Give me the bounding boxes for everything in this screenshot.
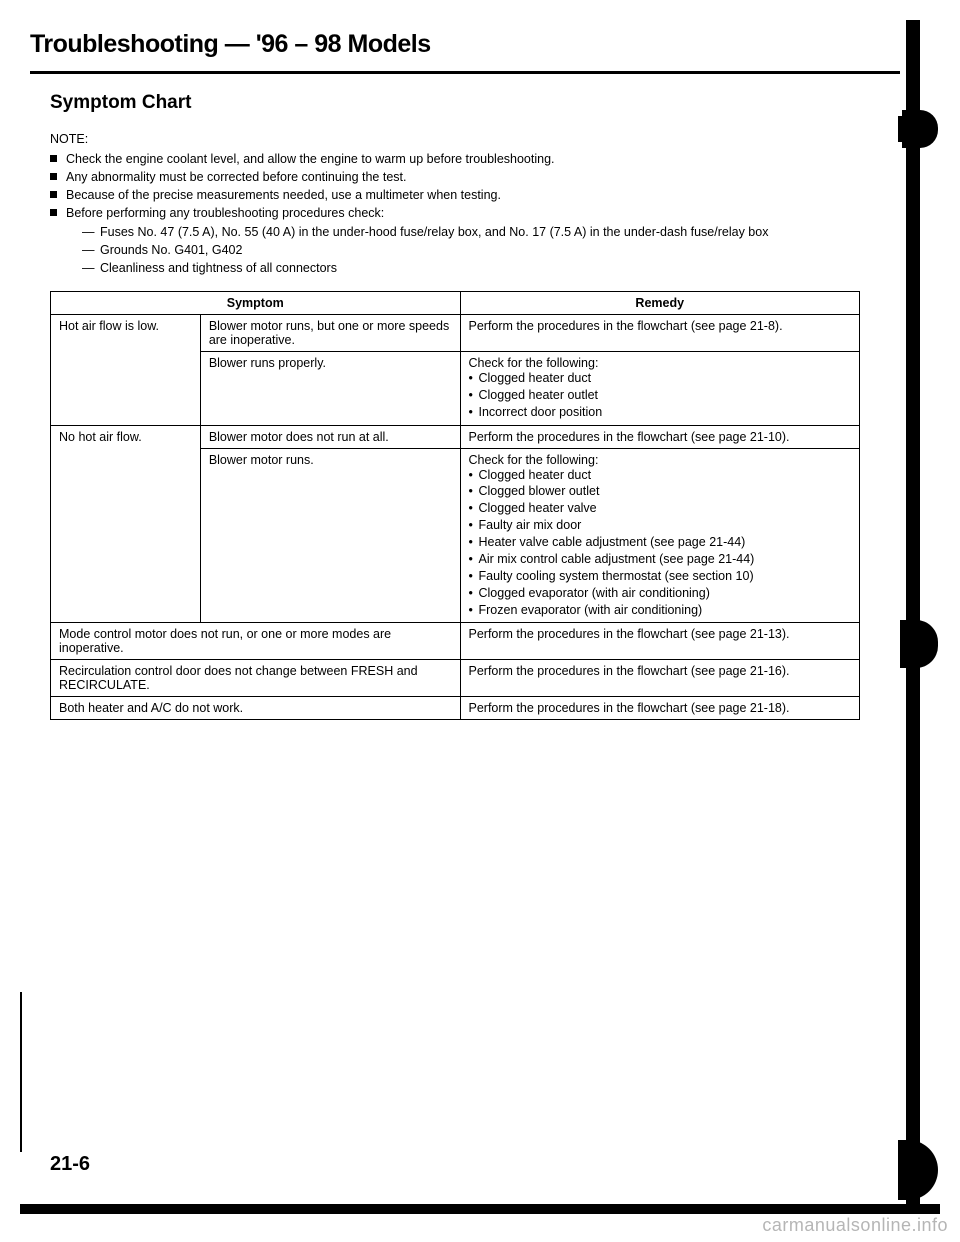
remedy-list: Clogged heater duct Clogged heater outle… (469, 370, 852, 421)
remedy-item: Faulty cooling system thermostat (see se… (469, 568, 852, 585)
symptom-table: Symptom Remedy Hot air flow is low. Blow… (50, 291, 860, 721)
cell-remedy: Perform the procedures in the flowchart … (460, 314, 860, 351)
note-bullets: Check the engine coolant level, and allo… (50, 150, 900, 277)
remedy-item: Faulty air mix door (469, 517, 852, 534)
remedy-item: Clogged heater outlet (469, 387, 852, 404)
remedy-text: Check for the following: (469, 356, 852, 370)
title-rule (30, 71, 900, 74)
cell-symptom-sub: Blower motor does not run at all. (200, 425, 460, 448)
page-number: 21-6 (50, 1153, 90, 1176)
remedy-item: Heater valve cable adjustment (see page … (469, 534, 852, 551)
remedy-item: Incorrect door position (469, 404, 852, 421)
binder-tab-icon (900, 620, 938, 668)
cell-remedy: Perform the procedures in the flowchart … (460, 425, 860, 448)
note-sub-dash-list: Fuses No. 47 (7.5 A), No. 55 (40 A) in t… (66, 223, 900, 277)
note-bullet-text: Before performing any troubleshooting pr… (66, 206, 384, 220)
binding-stub (20, 992, 24, 1152)
cell-symptom-main: No hot air flow. (51, 425, 201, 623)
cell-symptom-span: Both heater and A/C do not work. (51, 697, 461, 720)
remedy-item: Clogged evaporator (with air conditionin… (469, 585, 852, 602)
table-row: Both heater and A/C do not work. Perform… (51, 697, 860, 720)
cell-symptom-sub: Blower motor runs. (200, 448, 460, 623)
cell-symptom-span: Recirculation control door does not chan… (51, 660, 461, 697)
cell-remedy: Perform the procedures in the flowchart … (460, 623, 860, 660)
watermark: carmanualsonline.info (762, 1215, 948, 1236)
remedy-item: Clogged heater valve (469, 500, 852, 517)
remedy-item: Frozen evaporator (with air conditioning… (469, 602, 852, 619)
th-symptom: Symptom (51, 291, 461, 314)
note-sub-dash: Grounds No. G401, G402 (82, 241, 900, 259)
cell-remedy: Perform the procedures in the flowchart … (460, 697, 860, 720)
page-bottom-edge (20, 1204, 940, 1214)
remedy-text: Check for the following: (469, 453, 852, 467)
note-bullet: Because of the precise measurements need… (50, 186, 900, 204)
cell-symptom-span: Mode control motor does not run, or one … (51, 623, 461, 660)
cell-symptom-main: Hot air flow is low. (51, 314, 201, 425)
cell-symptom-sub: Blower motor runs, but one or more speed… (200, 314, 460, 351)
cell-symptom-sub: Blower runs properly. (200, 351, 460, 425)
note-bullet: Check the engine coolant level, and allo… (50, 150, 900, 168)
remedy-item: Clogged heater duct (469, 370, 852, 387)
binder-tab-icon (902, 110, 938, 148)
table-row: Hot air flow is low. Blower motor runs, … (51, 314, 860, 351)
table-row: Mode control motor does not run, or one … (51, 623, 860, 660)
remedy-item: Clogged heater duct (469, 467, 852, 484)
cell-remedy: Check for the following: Clogged heater … (460, 351, 860, 425)
remedy-list: Clogged heater duct Clogged blower outle… (469, 467, 852, 619)
note-bullet: Any abnormality must be corrected before… (50, 168, 900, 186)
table-row: Recirculation control door does not chan… (51, 660, 860, 697)
remedy-item: Air mix control cable adjustment (see pa… (469, 551, 852, 568)
remedy-item: Clogged blower outlet (469, 483, 852, 500)
binder-tab-icon (898, 1140, 938, 1200)
cell-remedy: Perform the procedures in the flowchart … (460, 660, 860, 697)
note-sub-dash: Cleanliness and tightness of all connect… (82, 259, 900, 277)
page-content: Troubleshooting — '96 – 98 Models Sympto… (30, 30, 900, 1190)
note-sub-dash: Fuses No. 47 (7.5 A), No. 55 (40 A) in t… (82, 223, 900, 241)
th-remedy: Remedy (460, 291, 860, 314)
note-bullet: Before performing any troubleshooting pr… (50, 204, 900, 277)
note-label: NOTE: (50, 132, 900, 146)
binder-edge (906, 20, 920, 1205)
page-title: Troubleshooting — '96 – 98 Models (30, 30, 900, 59)
table-row: No hot air flow. Blower motor does not r… (51, 425, 860, 448)
section-title: Symptom Chart (50, 92, 900, 114)
cell-remedy: Check for the following: Clogged heater … (460, 448, 860, 623)
